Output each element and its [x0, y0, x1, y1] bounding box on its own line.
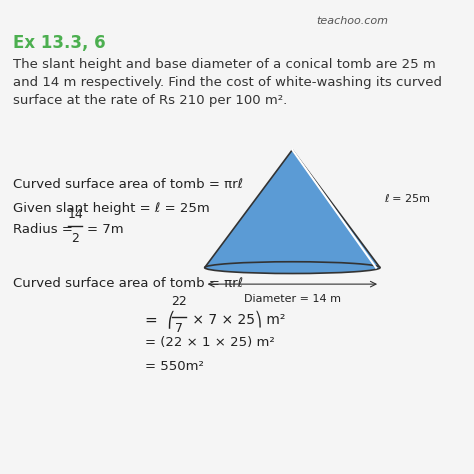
Text: × 7 × 25⎞ m²: × 7 × 25⎞ m²	[188, 310, 285, 327]
Text: Radius =: Radius =	[13, 223, 77, 236]
Text: The slant height and base diameter of a conical tomb are 25 m
and 14 m respectiv: The slant height and base diameter of a …	[13, 58, 442, 107]
Text: = (22 × 1 × 25) m²: = (22 × 1 × 25) m²	[145, 336, 274, 349]
Ellipse shape	[205, 262, 380, 273]
Text: 14: 14	[67, 208, 83, 220]
Text: 22: 22	[171, 295, 187, 308]
Text: Given slant height = ℓ = 25m: Given slant height = ℓ = 25m	[13, 201, 210, 215]
Text: Curved surface area of tomb = πrℓ: Curved surface area of tomb = πrℓ	[13, 178, 244, 191]
Text: Curved surface area of tomb = πrℓ: Curved surface area of tomb = πrℓ	[13, 277, 244, 290]
Text: = 7m: = 7m	[87, 223, 124, 236]
Text: teachoo.com: teachoo.com	[316, 16, 388, 26]
Text: ℓ = 25m: ℓ = 25m	[384, 194, 430, 204]
Text: Ex 13.3, 6: Ex 13.3, 6	[13, 35, 106, 52]
Text: = 550m²: = 550m²	[145, 359, 204, 373]
Text: 2: 2	[71, 232, 79, 245]
Polygon shape	[205, 150, 380, 268]
Text: =  ⎛: = ⎛	[145, 310, 175, 328]
Text: 7: 7	[175, 322, 183, 335]
Text: Diameter = 14 m: Diameter = 14 m	[244, 293, 341, 303]
